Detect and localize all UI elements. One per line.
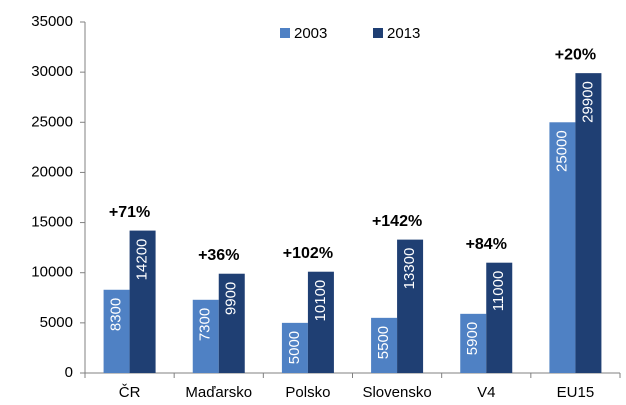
legend-swatch [373, 28, 383, 38]
annotation: +84% [466, 236, 507, 253]
value-label: 25000 [553, 130, 570, 172]
bar [371, 317, 398, 373]
x-tick-label: EU15 [557, 384, 595, 401]
value-label: 5000 [286, 331, 303, 364]
value-label: 11000 [490, 271, 507, 312]
y-tick-label: 10000 [31, 264, 73, 281]
value-label: 8300 [108, 298, 125, 331]
bar [103, 289, 130, 373]
x-tick-label: Maďarsko [185, 384, 252, 401]
bar [218, 273, 245, 373]
legend-label: 2003 [294, 25, 327, 42]
y-tick-label: 25000 [31, 113, 73, 130]
bar [129, 230, 156, 373]
bar [460, 313, 487, 373]
bar [281, 322, 308, 373]
x-tick-label: Polsko [285, 384, 330, 401]
value-label: 14200 [134, 239, 151, 281]
value-label: 13300 [401, 248, 418, 290]
value-label: 5500 [375, 326, 392, 359]
y-tick-label: 35000 [31, 13, 73, 30]
y-tick-label: 0 [65, 364, 73, 381]
bar [307, 271, 334, 373]
value-label: 9900 [223, 282, 240, 315]
bar [397, 239, 424, 373]
legend-label: 2013 [387, 25, 420, 42]
bar [486, 262, 513, 373]
y-tick-label: 15000 [31, 214, 73, 231]
y-tick-label: 30000 [31, 63, 73, 80]
value-label: 5900 [464, 322, 481, 355]
value-label: 10100 [312, 280, 329, 322]
annotation: +36% [198, 247, 239, 264]
y-tick-label: 20000 [31, 163, 73, 180]
x-tick-label: Slovensko [362, 384, 431, 401]
bar [549, 122, 576, 374]
annotation: +20% [555, 46, 596, 63]
value-label: 7300 [197, 308, 214, 341]
legend-swatch [280, 28, 290, 38]
bar [575, 73, 602, 373]
x-tick-label: ČR [119, 384, 141, 401]
bar [192, 299, 219, 373]
annotation: +71% [109, 204, 150, 221]
y-tick-label: 5000 [40, 314, 73, 331]
annotation: +102% [283, 245, 333, 262]
annotation: +142% [372, 213, 422, 230]
x-tick-label: V4 [477, 384, 495, 401]
value-label: 29900 [579, 81, 596, 123]
